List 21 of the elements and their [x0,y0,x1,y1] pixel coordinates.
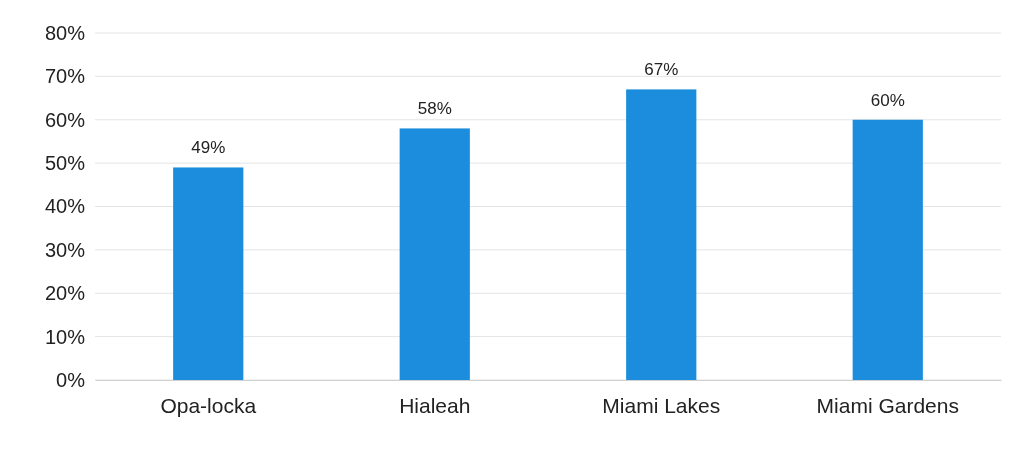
y-tick-label: 40% [44,195,86,218]
x-tick-label: Hialeah [399,393,471,417]
data-label: 67% [644,60,679,80]
y-tick-label: 50% [44,152,86,175]
y-tick-label: 80% [44,21,86,44]
data-label: 60% [870,90,905,110]
data-label: 58% [417,99,452,119]
x-tick-label: Miami Gardens [816,393,959,417]
y-tick-label: 10% [44,325,86,348]
bar [852,119,923,380]
x-tick-label: Opa-locka [160,393,257,417]
y-tick-label: 70% [44,65,86,88]
bar [626,89,697,380]
y-tick-label: 20% [44,282,86,305]
y-tick-label: 30% [44,238,86,261]
y-tick-label: 60% [44,108,86,131]
x-tick-label: Miami Lakes [602,393,721,417]
bar [173,167,244,380]
data-label: 49% [191,138,226,158]
y-tick-label: 0% [56,368,86,391]
bar [399,128,470,380]
